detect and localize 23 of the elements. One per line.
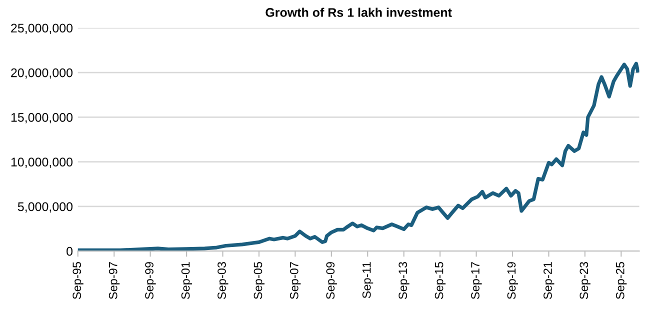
x-tick-label: Sep-03 bbox=[218, 262, 228, 300]
x-tick-label: Sep-23 bbox=[580, 262, 590, 300]
y-tick-label: 0 bbox=[66, 246, 73, 256]
x-tick-label: Sep-09 bbox=[326, 262, 337, 300]
x-tick-label: Sep-21 bbox=[544, 262, 554, 300]
y-tick-label: 25,000,000 bbox=[11, 24, 73, 34]
x-tick-label: Sep-17 bbox=[471, 262, 482, 300]
x-tick-label: Sep-15 bbox=[434, 262, 446, 300]
x-tick-label: Sep-97 bbox=[108, 262, 120, 300]
y-tick-label: 20,000,000 bbox=[11, 68, 73, 79]
x-tick-label: Sep-05 bbox=[254, 262, 264, 300]
x-tick-label: Sep-11 bbox=[362, 262, 374, 298]
x-tick-label: Sep-01 bbox=[181, 262, 192, 300]
y-tick-label: 5,000,000 bbox=[18, 202, 73, 213]
y-tick-label: 15,000,000 bbox=[11, 112, 73, 124]
chart-title: Growth of Rs 1 lakh investment bbox=[266, 8, 452, 17]
x-tick-label: Sep-95 bbox=[72, 262, 84, 300]
y-tick-label: 10,000,000 bbox=[11, 158, 73, 168]
x-tick-label: Sep-07 bbox=[290, 262, 301, 300]
x-tick-label: Sep-99 bbox=[145, 262, 156, 300]
x-tick-label: Sep-13 bbox=[398, 262, 410, 300]
x-tick-label: Sep-19 bbox=[507, 262, 518, 300]
x-tick-label: Sep-25 bbox=[616, 262, 627, 300]
